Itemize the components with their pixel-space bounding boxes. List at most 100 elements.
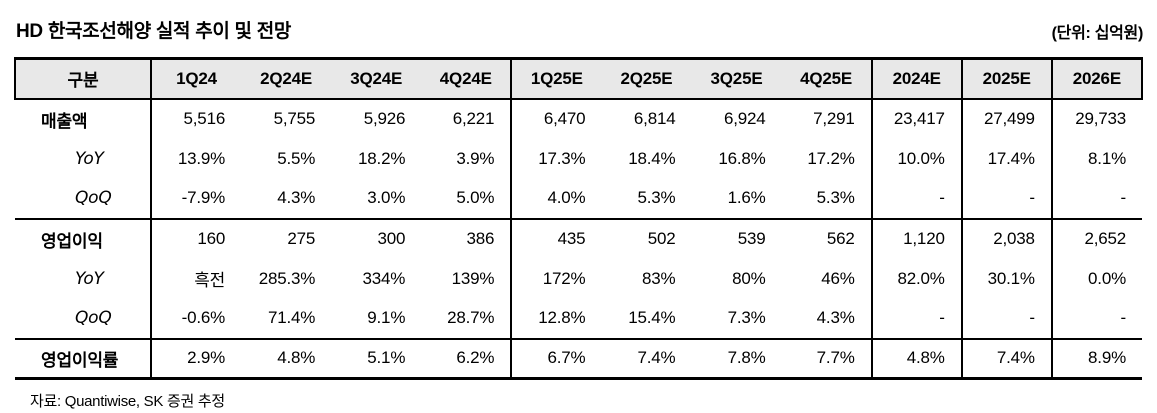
table-cell: - xyxy=(1050,298,1142,339)
table-cell: 10.0% xyxy=(870,138,962,179)
table-cell: 5.5% xyxy=(277,148,316,168)
table-cell: 4.0% xyxy=(510,178,602,219)
header-cell-1q25e: 1Q25E xyxy=(510,57,602,100)
row-label: 영업이익 xyxy=(15,217,151,259)
table-cell: 5,516 xyxy=(149,98,242,139)
table-cell: 7.4% xyxy=(601,337,692,380)
table-cell: 172% xyxy=(510,258,602,299)
table-cell: 80% xyxy=(732,268,766,288)
header-cell-2026e: 2026E xyxy=(1050,57,1144,100)
table-cell: 17.4% xyxy=(960,138,1052,179)
title-bar: HD 한국조선해양 실적 추이 및 전망 (단위: 십억원) xyxy=(16,16,1143,43)
table-cell: 82.0% xyxy=(870,258,962,299)
table-cell: 4.3% xyxy=(816,308,855,327)
table-cell: 17.3% xyxy=(510,138,602,179)
table-cell: 502 xyxy=(601,217,692,259)
table-cell: 160 xyxy=(149,217,242,259)
table-cell: 386 xyxy=(421,217,512,259)
table-cell: 46% xyxy=(821,268,855,288)
table-head: 구분 1Q24 2Q24E 3Q24E 4Q24E 1Q25E 2Q25E 3Q25E 4Q25… xyxy=(14,57,1144,100)
table-cell: - xyxy=(960,298,1052,339)
financial-table: 구분 1Q24 2Q24E 3Q24E 4Q24E 1Q25E 2Q25E 3Q25E 4Q25… xyxy=(14,57,1144,380)
table-cell: 30.1% xyxy=(960,258,1052,299)
table-cell: 7.3% xyxy=(727,308,766,327)
table-cell: 139% xyxy=(451,268,495,288)
table-cell: 334% xyxy=(362,268,406,288)
table-cell: - xyxy=(1050,178,1142,219)
table-cell: -0.6% xyxy=(149,298,242,339)
table-cell: 83% xyxy=(642,268,676,288)
table-row: 영업이익 160 275 300 386 435 502 539 562 1,120 2,038 2,… xyxy=(15,217,1142,259)
table-cell: 4.8% xyxy=(870,337,962,380)
table-cell: 2.9% xyxy=(149,337,242,380)
header-cell-4q25e: 4Q25E xyxy=(781,57,872,100)
header-cell-4q24e: 4Q24E xyxy=(421,57,512,100)
table-row: 영업이익률 2.9% 4.8% 5.1% 6.2% 6.7% 7.4% 7.8% 7.7% 4.8… xyxy=(15,337,1142,380)
table-cell: 8.1% xyxy=(1050,138,1142,179)
header-cell-2q24e: 2Q24E xyxy=(241,57,332,100)
header-cell-2024e: 2024E xyxy=(870,57,962,100)
table-cell: 6.7% xyxy=(510,337,602,380)
table-row: 매출액 5,516 5,755 5,926 6,221 6,470 6,814 6,924 7,… xyxy=(15,98,1142,139)
table-cell: 1,120 xyxy=(870,217,962,259)
header-cell-2q25e: 2Q25E xyxy=(601,57,692,100)
table-cell: 18.4% xyxy=(628,148,676,168)
row-label: QoQ xyxy=(75,188,112,208)
table-cell: 27,499 xyxy=(960,98,1052,139)
table-cell: 23,417 xyxy=(870,98,962,139)
table-cell: 3.0% xyxy=(367,188,406,207)
table-cell: 7,291 xyxy=(813,109,855,128)
table-row: YoY 13.9% 5.5% 18.2% 3.9% 17.3% 18.4% 16.8% 17.2… xyxy=(15,138,1142,179)
table-cell: 28.7% xyxy=(447,308,495,327)
table-cell: - xyxy=(870,178,962,219)
table-cell: 562 xyxy=(781,217,872,259)
table-cell: 1.6% xyxy=(727,188,766,207)
table-cell: 5.3% xyxy=(816,188,855,207)
table-cell: -7.9% xyxy=(149,178,242,219)
table-cell: 5.1% xyxy=(331,337,422,380)
table-cell: 539 xyxy=(691,217,782,259)
row-label: 매출액 xyxy=(41,111,88,131)
table-cell: 275 xyxy=(241,217,332,259)
table-cell: 6,470 xyxy=(510,98,602,139)
table-cell: 7.7% xyxy=(781,337,872,380)
table-cell: 8.9% xyxy=(1050,337,1142,380)
table-cell: 7.4% xyxy=(960,337,1052,380)
unit-label: (단위: 십억원) xyxy=(1051,25,1144,42)
table-cell: 9.1% xyxy=(367,308,406,327)
table-cell: 16.8% xyxy=(718,148,766,168)
table-cell: 5.0% xyxy=(456,188,495,207)
table-body: 매출액 5,516 5,755 5,926 6,221 6,470 6,814 6,924 7,… xyxy=(15,98,1142,380)
table-cell: 4.3% xyxy=(277,188,316,207)
table-cell: 3.9% xyxy=(456,148,495,168)
table-cell: 285.3% xyxy=(258,268,316,288)
table-cell: 435 xyxy=(510,217,602,259)
table-cell: - xyxy=(960,178,1052,219)
table-cell: 4.8% xyxy=(241,337,332,380)
row-label: YoY xyxy=(75,148,104,169)
table-cell: 15.4% xyxy=(628,308,676,327)
table-cell: 6,924 xyxy=(724,109,766,128)
table-cell: 6.2% xyxy=(421,337,512,380)
table-cell: 18.2% xyxy=(358,148,406,168)
table-cell: 0.0% xyxy=(1050,258,1142,299)
header-cell-2025e: 2025E xyxy=(960,57,1052,100)
row-label: QoQ xyxy=(75,308,112,328)
header-cell-gubun: 구분 xyxy=(14,57,151,100)
table-cell: 5.3% xyxy=(637,188,676,207)
header-cell-3q24e: 3Q24E xyxy=(331,57,422,100)
table-cell: 2,652 xyxy=(1050,217,1142,259)
table-cell: 17.2% xyxy=(807,148,855,168)
table-cell: 12.8% xyxy=(510,298,602,339)
table-header-row: 구분 1Q24 2Q24E 3Q24E 4Q24E 1Q25E 2Q25E 3Q25E 4Q25… xyxy=(14,57,1144,100)
table-cell: 29,733 xyxy=(1050,98,1142,139)
source-note: 자료: Quantiwise, SK 증권 추정 xyxy=(30,393,225,410)
header-cell-1q24: 1Q24 xyxy=(149,57,242,100)
table-cell: 71.4% xyxy=(267,308,316,327)
row-label: 영업이익률 xyxy=(15,337,151,380)
table-cell: 13.9% xyxy=(149,138,242,179)
table-cell: 6,221 xyxy=(452,109,495,128)
table-cell: 300 xyxy=(331,217,422,259)
table-row: YoY 흑전 285.3% 334% 139% 172% 83% 80% 46% 82.0% 30.… xyxy=(15,258,1142,299)
